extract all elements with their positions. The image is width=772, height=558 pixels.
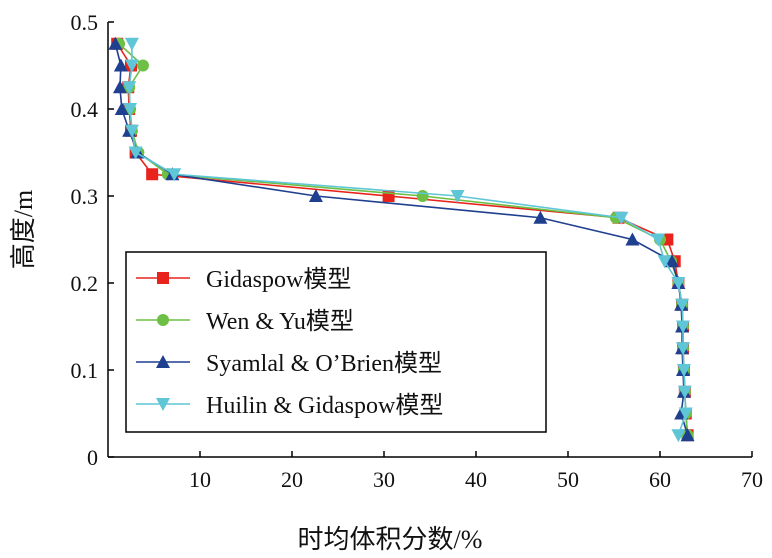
x-tick-label: 40 [465,467,487,492]
x-tick-label: 20 [281,467,303,492]
data-point [676,320,690,334]
y-tick-label: 0.2 [71,271,99,296]
y-tick-label: 0.1 [71,358,99,383]
data-point [112,80,127,94]
data-point [657,255,672,269]
legend-label: Wen & Yu模型 [206,308,354,335]
data-point [113,58,128,72]
legend-marker [156,355,170,368]
data-point [664,254,679,268]
data-point [671,277,686,290]
y-tick-label: 0.4 [71,97,99,122]
legend-box [125,251,547,433]
data-point [678,407,693,421]
x-tick-label: 60 [649,467,671,492]
legend: Gidaspow模型 Wen & Yu模型 Syamlal & O’Brien模型 H… [125,251,547,433]
x-tick-label: 10 [189,467,211,492]
data-point [108,36,123,50]
legend-label: Huilin & Gidaspow模型 [206,392,443,419]
y-tick-label: 0 [87,445,98,470]
data-point [675,298,690,312]
data-point [651,233,666,247]
data-point [676,364,691,377]
x-tick-label: 70 [741,467,763,492]
y-axis-title: 高度/m [9,190,38,269]
x-tick-label: 50 [557,467,579,492]
data-point [124,59,139,73]
data-point [308,189,323,202]
data-point [122,81,137,95]
data-point [680,428,695,442]
data-point [136,59,149,72]
data-point [625,232,640,246]
data-point [114,102,129,115]
legend-marker [157,314,169,326]
x-tick-label: 30 [373,467,395,492]
y-tick-label: 0.5 [71,10,99,35]
data-point [124,37,139,51]
data-point [671,429,686,443]
data-point [450,190,465,203]
data-point [124,124,139,138]
x-axis-title: 时均体积分数/% [298,525,483,554]
y-tick-label: 0.3 [71,184,99,209]
data-point [128,146,143,160]
legend-marker [157,272,169,284]
series-layer [108,36,695,443]
legend-label: Syamlal & O’Brien模型 [206,350,442,377]
axes: 10 20 30 40 50 60 70 0 0.1 0.2 0.3 0.4 0.5 [71,10,764,492]
data-point [614,211,629,225]
data-point [676,342,690,356]
data-point [533,210,548,224]
legend-marker [156,398,170,411]
data-point [123,103,138,116]
legend-label: Gidaspow模型 [206,266,351,293]
data-point [416,190,429,202]
data-point [146,168,159,181]
series-4 [122,37,693,443]
data-point [677,385,692,399]
data-point [167,168,182,182]
